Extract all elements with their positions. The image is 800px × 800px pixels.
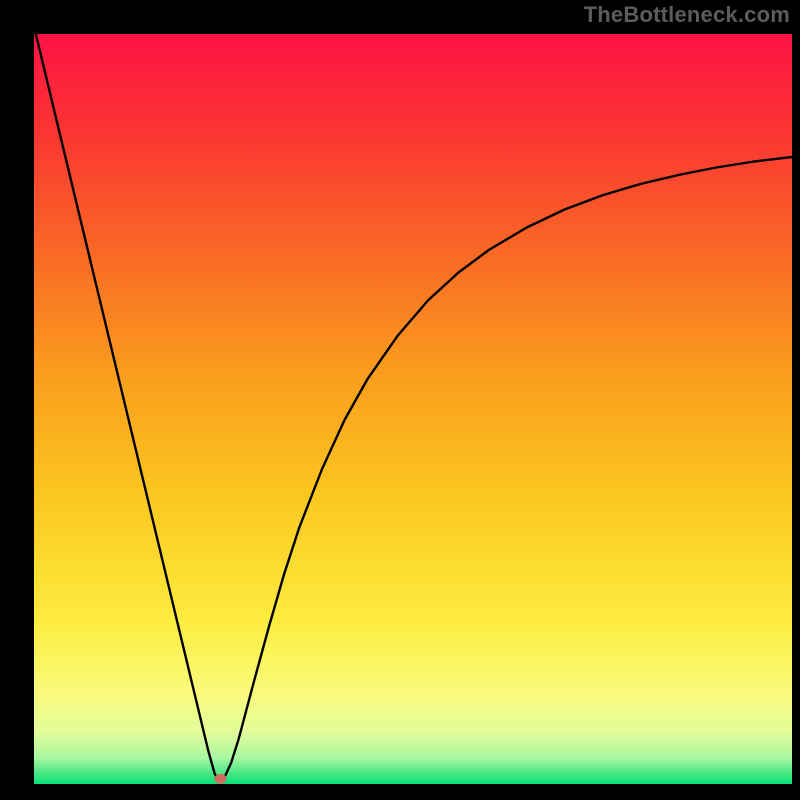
plot-area	[34, 34, 792, 784]
curve-layer	[34, 34, 792, 784]
chart-frame: TheBottleneck.com	[0, 0, 800, 800]
minimum-marker	[214, 774, 226, 784]
bottleneck-curve	[34, 34, 792, 782]
watermark-label: TheBottleneck.com	[584, 2, 790, 28]
